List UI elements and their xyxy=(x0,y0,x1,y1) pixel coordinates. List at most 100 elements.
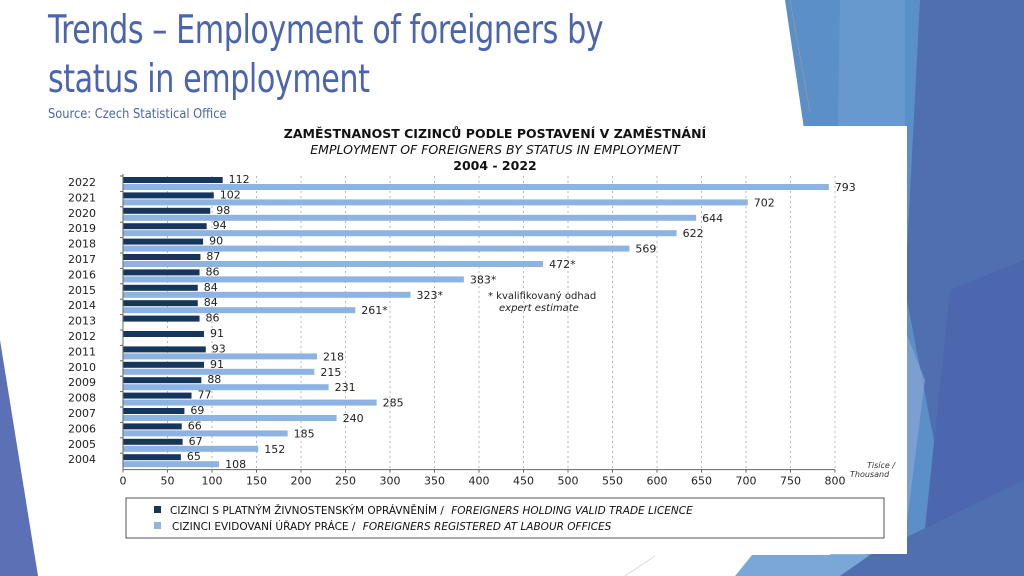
bar-labour-office xyxy=(123,368,315,375)
legend-item-1: CIZINCI S PLATNÝM ŽIVNOSTENSKÝM OPRÁVNĚN… xyxy=(170,504,693,517)
bar-trade-licence xyxy=(123,238,204,245)
y-tick-label: 2010 xyxy=(68,361,96,374)
legend-swatch-light xyxy=(154,522,161,529)
bar-trade-licence xyxy=(123,346,206,353)
legend-item-2-cz: CIZINCI EVIDOVANÍ ÚŘADY PRÁCE / xyxy=(172,520,356,533)
bar-value-label: 383* xyxy=(470,273,497,286)
bar-value-label: 84 xyxy=(204,296,218,309)
chart-period: 2004 - 2022 xyxy=(453,158,536,173)
bar-value-label: 90 xyxy=(209,235,223,248)
bar-value-label: 112 xyxy=(229,173,250,186)
bar-trade-licence xyxy=(123,438,183,445)
bar-value-label: 94 xyxy=(213,219,227,232)
x-tick-label: 600 xyxy=(647,475,668,488)
chart-axes: 2022 2021 2020 2019 2018 2017 2016 2015 2014 2013… xyxy=(68,174,846,488)
x-tick-label: 150 xyxy=(246,475,267,488)
bar-value-label: 87 xyxy=(206,250,220,263)
bar-chart: ZAMĚSTNANOST CIZINCŮ PODLE POSTAVENÍ V Z… xyxy=(68,126,896,539)
bar-value-label: 793 xyxy=(835,181,856,194)
y-tick-label: 2019 xyxy=(68,222,96,235)
bar-trade-licence xyxy=(123,192,214,199)
y-tick-label: 2022 xyxy=(68,176,96,189)
bar-value-label: 622 xyxy=(683,227,704,240)
x-tick-label: 400 xyxy=(469,475,490,488)
bar-value-label: 65 xyxy=(187,450,201,463)
bar-labour-office xyxy=(123,291,411,298)
bar-value-label: 93 xyxy=(212,342,226,355)
bar-labour-office xyxy=(123,230,677,237)
y-tick-label: 2013 xyxy=(68,315,96,328)
bar-labour-office xyxy=(123,214,697,221)
bar-trade-licence xyxy=(123,284,198,291)
x-tick-label: 500 xyxy=(558,475,579,488)
bar-value-label: 86 xyxy=(206,265,220,278)
bar-value-label: 66 xyxy=(188,419,202,432)
bar-value-label: 472* xyxy=(549,258,576,271)
bar-value-label: 644 xyxy=(702,212,723,225)
y-tick-label: 2012 xyxy=(68,330,96,343)
chart-gridlines xyxy=(167,176,836,470)
bar-value-label: 231 xyxy=(335,381,356,394)
legend-swatch-dark xyxy=(154,506,161,513)
x-tick-label: 250 xyxy=(335,475,356,488)
bar-trade-licence xyxy=(123,392,192,399)
x-tick-label: 300 xyxy=(380,475,401,488)
bar-trade-licence xyxy=(123,423,182,430)
chart-panel: ZAMĚSTNANOST CIZINCŮ PODLE POSTAVENÍ V Z… xyxy=(68,126,907,554)
y-tick-label: 2004 xyxy=(68,453,96,466)
y-tick-label: 2008 xyxy=(68,392,96,405)
bar-trade-licence xyxy=(123,177,223,183)
bar-value-label: 152 xyxy=(264,443,285,456)
y-tick-label: 2017 xyxy=(68,253,96,266)
y-tick-label: 2018 xyxy=(68,238,96,251)
bar-value-label: 69 xyxy=(190,404,204,417)
bar-trade-licence xyxy=(123,300,198,307)
slide-title-line1: Trends – Employment of foreigners by xyxy=(48,8,604,53)
bar-value-label: 84 xyxy=(204,281,218,294)
bar-value-label: 88 xyxy=(207,373,221,386)
bar-labour-office xyxy=(123,245,630,252)
unit-label-cz: Tisíce / xyxy=(867,461,896,470)
x-tick-label: 0 xyxy=(120,475,127,488)
bar-trade-licence xyxy=(123,207,211,214)
bar-labour-office xyxy=(123,399,377,406)
bar-value-label: 102 xyxy=(220,188,241,201)
bar-value-label: 98 xyxy=(216,204,230,217)
bar-trade-licence xyxy=(123,315,200,322)
bar-trade-licence xyxy=(123,331,204,337)
y-tick-label: 2011 xyxy=(68,345,96,358)
bar-trade-licence xyxy=(123,269,200,276)
x-tick-label: 750 xyxy=(780,475,801,488)
bar-labour-office xyxy=(123,276,464,283)
bar-value-label: 261* xyxy=(361,304,388,317)
bar-value-label: 185 xyxy=(294,427,315,440)
bar-value-label: 67 xyxy=(189,435,203,448)
bar-value-label: 108 xyxy=(225,458,246,471)
y-tick-label: 2021 xyxy=(68,191,96,204)
y-tick-label: 2014 xyxy=(68,299,96,312)
bar-labour-office xyxy=(123,384,329,391)
bar-value-label: 91 xyxy=(210,358,224,371)
bar-labour-office xyxy=(123,353,318,360)
bar-labour-office xyxy=(123,307,356,314)
bar-labour-office xyxy=(123,445,259,452)
chart-title: ZAMĚSTNANOST CIZINCŮ PODLE POSTAVENÍ V Z… xyxy=(284,126,707,141)
legend-item-1-en: FOREIGNERS HOLDING VALID TRADE LICENCE xyxy=(451,505,693,517)
bar-labour-office xyxy=(123,430,288,437)
y-tick-label: 2015 xyxy=(68,284,96,297)
slide-source: Source: Czech Statistical Office xyxy=(48,107,227,122)
bar-value-label: 215 xyxy=(320,366,341,379)
x-tick-label: 450 xyxy=(513,475,534,488)
bar-labour-office xyxy=(123,184,829,190)
x-tick-label: 700 xyxy=(736,475,757,488)
bar-value-label: 77 xyxy=(198,389,212,402)
y-tick-label: 2006 xyxy=(68,422,96,435)
legend-item-2-en: FOREIGNERS REGISTERED AT LABOUR OFFICES xyxy=(363,521,612,533)
bar-value-label: 323* xyxy=(416,289,443,302)
deco-shape-4 xyxy=(920,260,1024,576)
slide-title: Trends – Employment of foreigners by sta… xyxy=(48,6,702,104)
legend-item-2: CIZINCI EVIDOVANÍ ÚŘADY PRÁCE / FOREIGNE… xyxy=(172,520,612,533)
bar-value-label: 569 xyxy=(635,243,656,256)
bar-value-label: 702 xyxy=(754,196,775,209)
bar-value-label: 218 xyxy=(323,350,344,363)
